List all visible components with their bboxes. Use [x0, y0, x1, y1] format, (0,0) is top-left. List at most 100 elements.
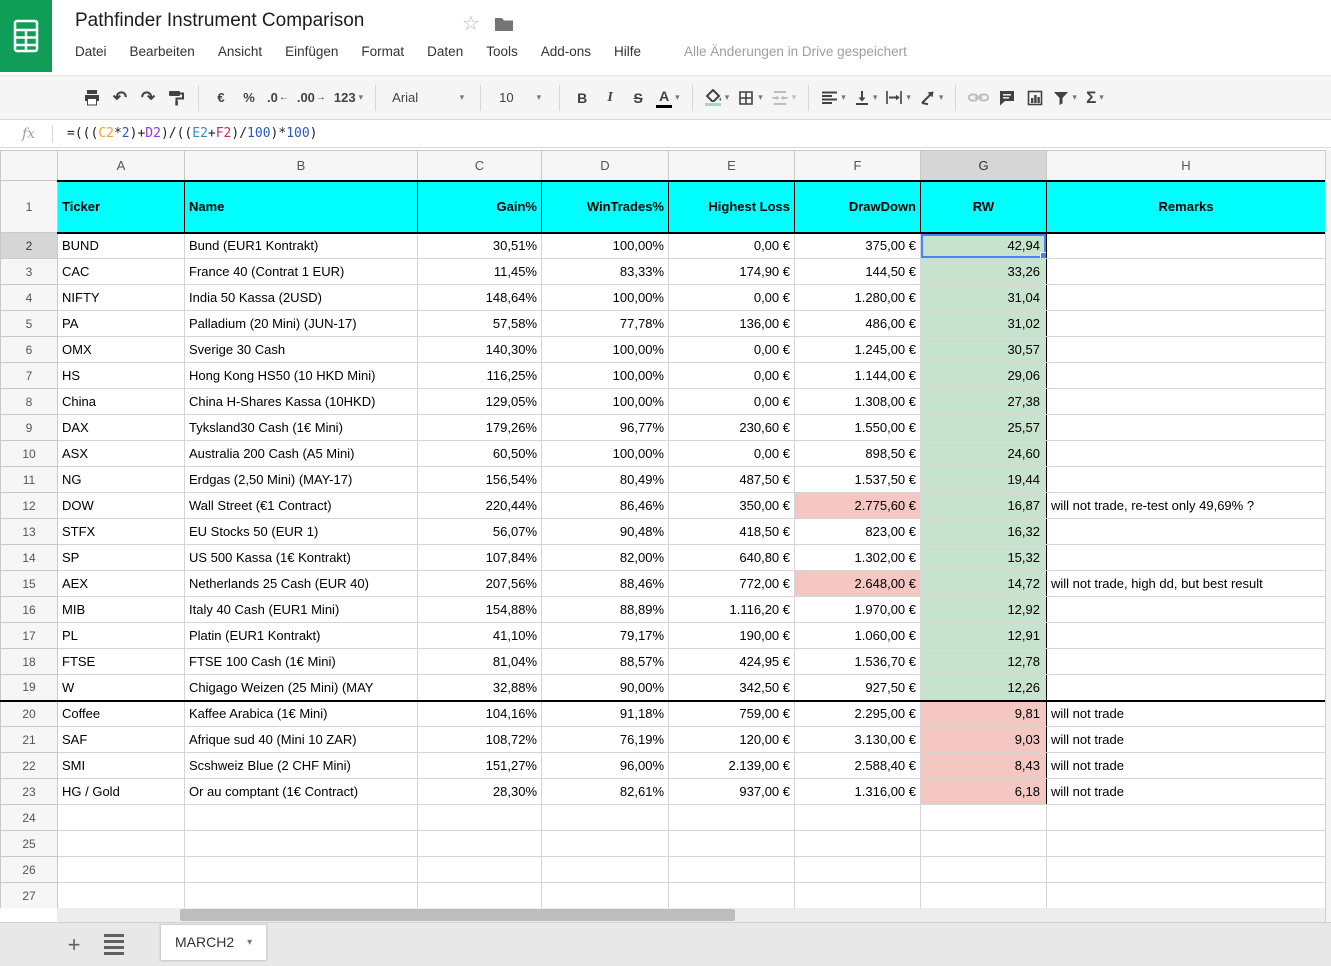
- cell-A26[interactable]: [57, 856, 185, 883]
- cell-A8[interactable]: China: [57, 388, 185, 415]
- cell-G2[interactable]: 42,94: [920, 232, 1047, 259]
- cell-G10[interactable]: 24,60: [920, 440, 1047, 467]
- cell-F17[interactable]: 1.060,00 €: [794, 622, 921, 649]
- cell-D9[interactable]: 96,77%: [541, 414, 669, 441]
- row-header-14[interactable]: 14: [0, 544, 58, 571]
- cell-H13[interactable]: [1046, 518, 1325, 545]
- cell-B23[interactable]: Or au comptant (1€ Contract): [184, 778, 418, 805]
- text-color-button[interactable]: A ▾: [652, 83, 684, 113]
- cell-H14[interactable]: [1046, 544, 1325, 571]
- cell-H27[interactable]: [1046, 882, 1325, 908]
- cell-G15[interactable]: 14,72: [920, 570, 1047, 597]
- cell-H20[interactable]: will not trade: [1046, 700, 1325, 727]
- cell-C21[interactable]: 108,72%: [417, 726, 542, 753]
- cell-A2[interactable]: BUND: [57, 232, 185, 259]
- cell-F26[interactable]: [794, 856, 921, 883]
- row-header-3[interactable]: 3: [0, 258, 58, 285]
- cell-F10[interactable]: 898,50 €: [794, 440, 921, 467]
- cell-D17[interactable]: 79,17%: [541, 622, 669, 649]
- cell-D27[interactable]: [541, 882, 669, 908]
- cell-B21[interactable]: Afrique sud 40 (Mini 10 ZAR): [184, 726, 418, 753]
- cell-A5[interactable]: PA: [57, 310, 185, 337]
- cell-A4[interactable]: NIFTY: [57, 284, 185, 311]
- cell-E17[interactable]: 190,00 €: [668, 622, 795, 649]
- cell-E2[interactable]: 0,00 €: [668, 232, 795, 259]
- cell-D7[interactable]: 100,00%: [541, 362, 669, 389]
- cell-G20[interactable]: 9,81: [920, 700, 1047, 727]
- cell-A27[interactable]: [57, 882, 185, 908]
- cell-D4[interactable]: 100,00%: [541, 284, 669, 311]
- cell-G25[interactable]: [920, 830, 1047, 857]
- cell-B3[interactable]: France 40 (Contrat 1 EUR): [184, 258, 418, 285]
- cell-C23[interactable]: 28,30%: [417, 778, 542, 805]
- formula-input[interactable]: =(((C2*2)+D2)/((E2+F2)/100)*100): [67, 126, 318, 141]
- cell-A19[interactable]: W: [57, 674, 185, 702]
- cell-F2[interactable]: 375,00 €: [794, 232, 921, 259]
- cell-E1[interactable]: Highest Loss: [668, 179, 795, 234]
- cell-D12[interactable]: 86,46%: [541, 492, 669, 519]
- cell-C9[interactable]: 179,26%: [417, 414, 542, 441]
- row-header-4[interactable]: 4: [0, 284, 58, 311]
- cell-B9[interactable]: Tyksland30 Cash (1€ Mini): [184, 414, 418, 441]
- more-formats-button[interactable]: 123 ▾: [330, 83, 367, 113]
- vertical-align-button[interactable]: ▾: [850, 83, 882, 113]
- cell-H10[interactable]: [1046, 440, 1325, 467]
- document-title[interactable]: Pathfinder Instrument Comparison: [75, 10, 365, 31]
- cell-B14[interactable]: US 500 Kassa (1€ Kontrakt): [184, 544, 418, 571]
- cell-G24[interactable]: [920, 804, 1047, 831]
- horizontal-scrollbar-thumb[interactable]: [180, 909, 735, 921]
- cell-G12[interactable]: 16,87: [920, 492, 1047, 519]
- cell-C7[interactable]: 116,25%: [417, 362, 542, 389]
- print-button[interactable]: [78, 83, 106, 113]
- cell-F13[interactable]: 823,00 €: [794, 518, 921, 545]
- select-all-corner[interactable]: [0, 150, 58, 181]
- cell-G22[interactable]: 8,43: [920, 752, 1047, 779]
- cell-H22[interactable]: will not trade: [1046, 752, 1325, 779]
- cell-A21[interactable]: SAF: [57, 726, 185, 753]
- cell-F14[interactable]: 1.302,00 €: [794, 544, 921, 571]
- cell-C1[interactable]: Gain%: [417, 179, 542, 234]
- cell-G23[interactable]: 6,18: [920, 778, 1047, 805]
- cell-E26[interactable]: [668, 856, 795, 883]
- cell-C22[interactable]: 151,27%: [417, 752, 542, 779]
- cell-F18[interactable]: 1.536,70 €: [794, 648, 921, 675]
- font-size-select[interactable]: 10 ▾: [489, 83, 551, 113]
- menu-tools[interactable]: Tools: [486, 44, 518, 59]
- cell-G13[interactable]: 16,32: [920, 518, 1047, 545]
- cell-H15[interactable]: will not trade, high dd, but best result: [1046, 570, 1325, 597]
- cell-D6[interactable]: 100,00%: [541, 336, 669, 363]
- cell-B5[interactable]: Palladium (20 Mini) (JUN-17): [184, 310, 418, 337]
- cell-E22[interactable]: 2.139,00 €: [668, 752, 795, 779]
- cell-E14[interactable]: 640,80 €: [668, 544, 795, 571]
- cell-D19[interactable]: 90,00%: [541, 674, 669, 702]
- cell-D26[interactable]: [541, 856, 669, 883]
- cell-F15[interactable]: 2.648,00 €: [794, 570, 921, 597]
- cell-B24[interactable]: [184, 804, 418, 831]
- sheets-logo-icon[interactable]: [0, 0, 52, 72]
- cell-E7[interactable]: 0,00 €: [668, 362, 795, 389]
- text-wrap-button[interactable]: ▾: [881, 83, 915, 113]
- cell-G26[interactable]: [920, 856, 1047, 883]
- cell-F5[interactable]: 486,00 €: [794, 310, 921, 337]
- cell-A3[interactable]: CAC: [57, 258, 185, 285]
- cell-A10[interactable]: ASX: [57, 440, 185, 467]
- cell-A1[interactable]: Ticker: [57, 179, 185, 234]
- cell-F4[interactable]: 1.280,00 €: [794, 284, 921, 311]
- cell-D8[interactable]: 100,00%: [541, 388, 669, 415]
- functions-button[interactable]: Σ ▾: [1081, 83, 1109, 113]
- menu-addons[interactable]: Add-ons: [540, 44, 592, 59]
- row-header-15[interactable]: 15: [0, 570, 58, 597]
- cell-D18[interactable]: 88,57%: [541, 648, 669, 675]
- cell-E27[interactable]: [668, 882, 795, 908]
- cell-D25[interactable]: [541, 830, 669, 857]
- insert-chart-button[interactable]: [1021, 83, 1049, 113]
- cell-E15[interactable]: 772,00 €: [668, 570, 795, 597]
- cell-C8[interactable]: 129,05%: [417, 388, 542, 415]
- cell-H18[interactable]: [1046, 648, 1325, 675]
- cell-H19[interactable]: [1046, 674, 1325, 702]
- cell-G4[interactable]: 31,04: [920, 284, 1047, 311]
- cell-F19[interactable]: 927,50 €: [794, 674, 921, 702]
- folder-icon[interactable]: [494, 17, 514, 32]
- cell-B20[interactable]: Kaffee Arabica (1€ Mini): [184, 700, 418, 727]
- cell-D21[interactable]: 76,19%: [541, 726, 669, 753]
